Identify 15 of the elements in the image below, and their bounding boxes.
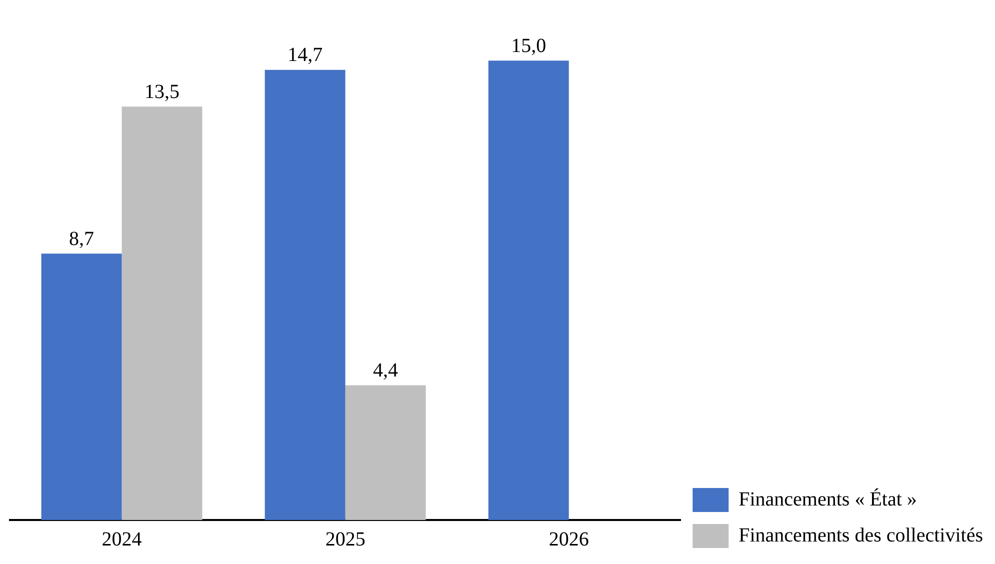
legend-label: Financements des collectivités <box>738 524 984 546</box>
bar <box>264 70 346 520</box>
x-tick-label: 2026 <box>548 528 589 550</box>
data-label: 4,4 <box>373 360 398 382</box>
bar <box>122 106 202 520</box>
x-tick-label: 2024 <box>102 528 142 550</box>
bar <box>345 385 426 520</box>
bar <box>41 254 122 520</box>
data-label: 15,0 <box>511 34 546 57</box>
legend-label: Financements « État » <box>738 487 917 510</box>
bar <box>488 60 569 520</box>
data-label: 13,5 <box>144 80 180 103</box>
x-tick-label: 2025 <box>325 528 366 550</box>
data-label: 14,7 <box>288 44 323 66</box>
data-label: 8,7 <box>69 228 94 250</box>
